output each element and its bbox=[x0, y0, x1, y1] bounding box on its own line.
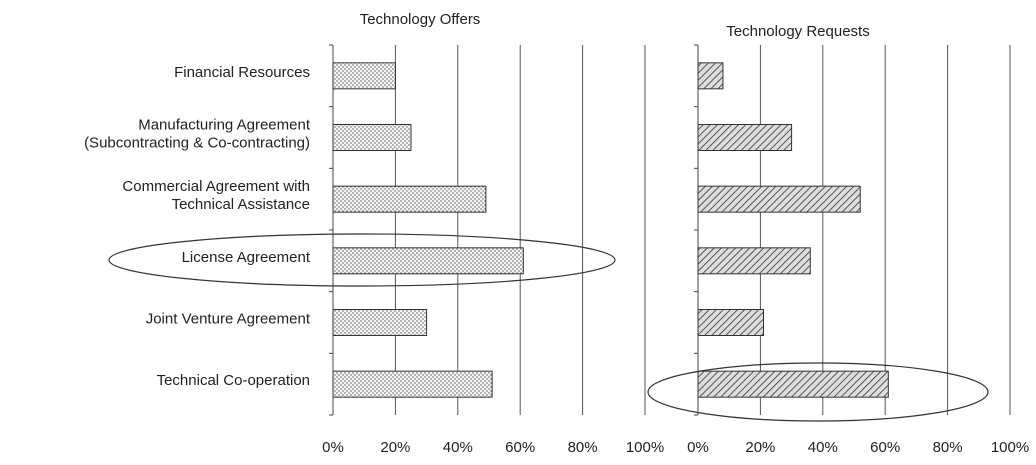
bar bbox=[332, 185, 487, 213]
x-tick-label: 40% bbox=[808, 439, 838, 456]
y-tick-label: Joint Venture Agreement bbox=[146, 310, 311, 327]
bar bbox=[697, 247, 811, 275]
bar bbox=[697, 309, 765, 336]
x-tick-label: 80% bbox=[568, 439, 598, 456]
bar bbox=[697, 370, 889, 398]
x-tick-label: 0% bbox=[687, 439, 709, 456]
bar bbox=[697, 124, 793, 151]
x-tick-label: 100% bbox=[991, 439, 1029, 456]
x-tick-label: 60% bbox=[870, 439, 900, 456]
x-tick-label: 80% bbox=[933, 439, 963, 456]
bar bbox=[332, 370, 493, 398]
bar bbox=[697, 62, 724, 90]
chart-title: Technology Requests bbox=[726, 23, 869, 40]
bar bbox=[332, 124, 412, 151]
x-tick-label: 20% bbox=[380, 439, 410, 456]
bar bbox=[332, 62, 396, 90]
chart-title: Technology Offers bbox=[360, 11, 481, 28]
bar bbox=[332, 247, 524, 275]
y-tick-label: Financial Resources bbox=[174, 64, 310, 81]
bar bbox=[697, 185, 861, 213]
y-tick-label: Manufacturing Agreement (Subcontracting &… bbox=[84, 116, 311, 151]
bar bbox=[332, 309, 428, 336]
x-tick-label: 60% bbox=[505, 439, 535, 456]
x-tick-label: 20% bbox=[745, 439, 775, 456]
x-tick-label: 40% bbox=[443, 439, 473, 456]
y-tick-label: Commercial Agreement with Technical Assis… bbox=[122, 178, 310, 213]
highlight-ellipse bbox=[108, 233, 616, 287]
y-tick-label: License Agreement bbox=[182, 249, 311, 266]
x-tick-label: 0% bbox=[322, 439, 344, 456]
y-tick-label: Technical Co-operation bbox=[157, 372, 310, 389]
highlight-ellipse bbox=[647, 362, 989, 422]
x-tick-label: 100% bbox=[626, 439, 664, 456]
